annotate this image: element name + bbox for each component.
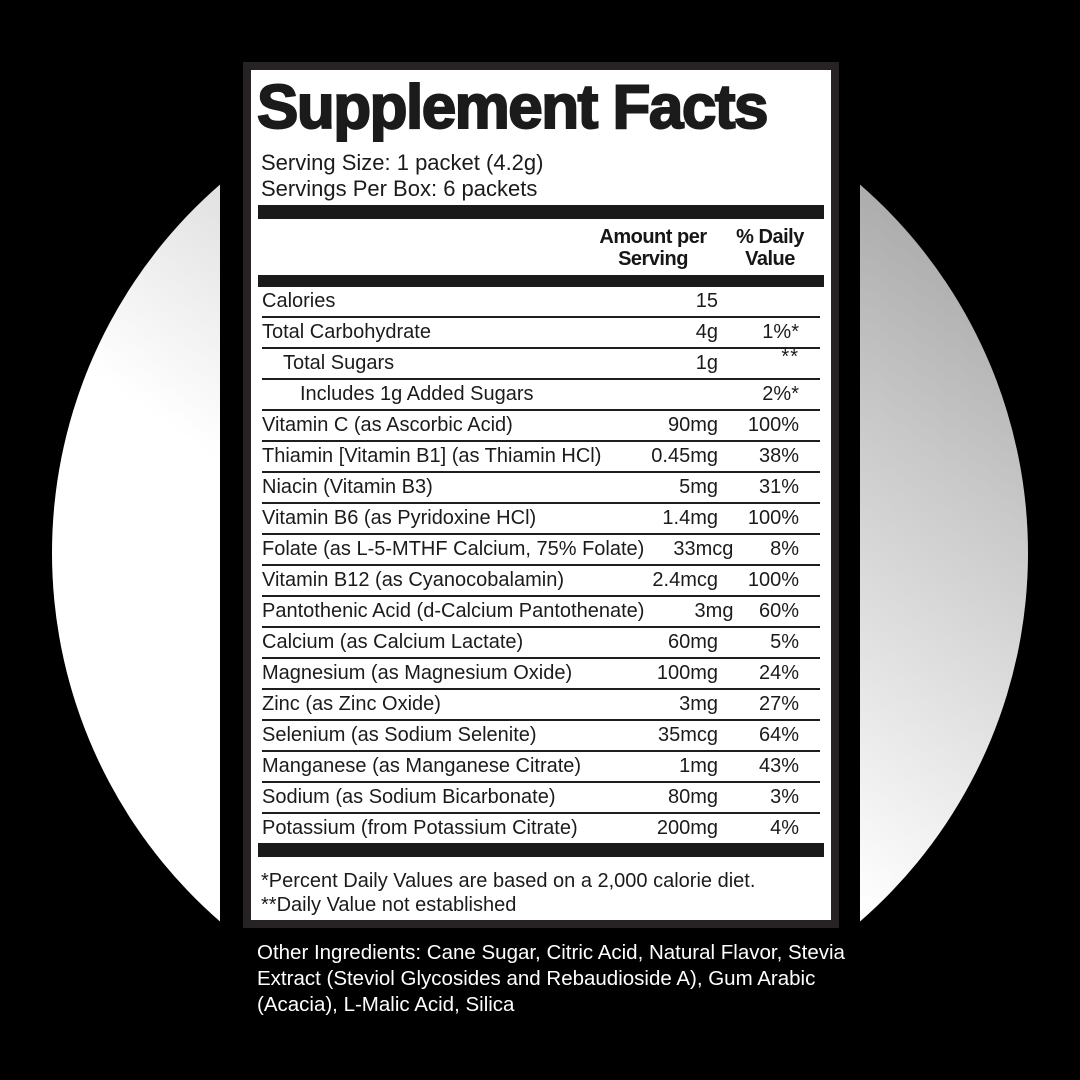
column-header-daily-value: % Daily Value — [736, 226, 804, 270]
nutrient-name: Calories — [262, 290, 336, 312]
nutrient-row: Potassium (from Potassium Citrate) 200mg 4… — [262, 814, 820, 843]
serving-size-text: Serving Size: 1 packet (4.2g) — [261, 150, 544, 175]
nutrient-row: Folate (as L-5-MTHF Calcium, 75% Folate)… — [262, 535, 820, 566]
nutrient-row: Zinc (as Zinc Oxide) 3mg 27% — [262, 690, 820, 721]
nutrient-amount: 35mcg — [657, 724, 718, 746]
nutrient-name: Vitamin B6 (as Pyridoxine HCl) — [262, 507, 537, 529]
nutrient-daily-value: 100% — [747, 569, 799, 591]
nutrient-daily-value: 27% — [758, 693, 799, 715]
nutrient-amount: 15 — [695, 290, 718, 312]
nutrient-name: Pantothenic Acid (d-Calcium Pantothenate… — [262, 600, 645, 622]
nutrient-row: Total Sugars 1g ** — [262, 346, 820, 380]
nutrient-amount: 1mg — [679, 755, 718, 777]
panel-title: Supplement Facts — [256, 73, 770, 142]
nutrient-name: Includes 1g Added Sugars — [300, 383, 534, 405]
nutrient-daily-value: 60% — [758, 600, 799, 622]
nutrient-name: Niacin (Vitamin B3) — [262, 476, 433, 498]
nutrient-amount: 80mg — [667, 786, 718, 808]
nutrient-daily-value: 24% — [758, 662, 799, 684]
nutrient-amount: 2.4mcg — [652, 569, 718, 591]
column-header-amount: Amount per Serving — [599, 226, 707, 270]
nutrient-name: Total Carbohydrate — [262, 321, 431, 343]
nutrient-daily-value: 31% — [758, 476, 799, 498]
nutrient-daily-value: 100% — [747, 414, 799, 436]
nutrient-amount: 100mg — [656, 662, 718, 684]
nutrient-amount: 200mg — [656, 817, 718, 839]
nutrient-name: Magnesium (as Magnesium Oxide) — [262, 662, 573, 684]
nutrient-row: Niacin (Vitamin B3) 5mg 31% — [262, 473, 820, 504]
footnote-not-established: **Daily Value not established — [261, 894, 517, 916]
nutrient-amount: 5mg — [679, 476, 718, 498]
nutrient-daily-value: 4% — [770, 817, 799, 839]
nutrient-row: Vitamin C (as Ascorbic Acid) 90mg 100% — [262, 411, 820, 442]
nutrient-daily-value: 1%* — [762, 321, 799, 343]
nutrient-name: Vitamin C (as Ascorbic Acid) — [262, 414, 513, 436]
nutrient-daily-value: 2%* — [762, 383, 799, 405]
nutrient-amount: 4g — [695, 321, 718, 343]
nutrient-row: Pantothenic Acid (d-Calcium Pantothenate… — [262, 597, 820, 628]
nutrient-row: Total Carbohydrate 4g 1%* — [262, 318, 820, 349]
nutrient-daily-value: ** — [781, 346, 799, 368]
nutrient-amount: 33mcg — [673, 538, 734, 560]
nutrient-name: Potassium (from Potassium Citrate) — [262, 817, 578, 839]
nutrient-amount: 60mg — [667, 631, 718, 653]
nutrient-name: Zinc (as Zinc Oxide) — [262, 693, 441, 715]
other-ingredients-text: Other Ingredients: Cane Sugar, Citric Ac… — [257, 941, 845, 1016]
nutrient-name: Calcium (as Calcium Lactate) — [262, 631, 524, 653]
nutrient-name: Total Sugars — [283, 352, 395, 374]
nutrient-amount: 1g — [695, 352, 718, 374]
nutrient-row: Includes 1g Added Sugars 2%* — [262, 380, 820, 411]
nutrient-row: Thiamin [Vitamin B1] (as Thiamin HCl) 0.4… — [262, 442, 820, 473]
nutrient-daily-value: 3% — [770, 786, 799, 808]
nutrient-amount: 90mg — [667, 414, 718, 436]
nutrient-row: Calories 15 — [262, 287, 820, 318]
nutrient-row: Magnesium (as Magnesium Oxide) 100mg 24% — [262, 659, 820, 690]
supplement-facts-panel: Supplement Facts Serving Size: 1 packet … — [243, 62, 839, 928]
footnote-daily-values: *Percent Daily Values are based on a 2,0… — [261, 870, 756, 892]
nutrient-amount: 0.45mg — [651, 445, 718, 467]
divider-bar-top — [258, 205, 824, 219]
nutrient-name: Selenium (as Sodium Selenite) — [262, 724, 537, 746]
nutrient-daily-value: 38% — [758, 445, 799, 467]
nutrient-row: Manganese (as Manganese Citrate) 1mg 43% — [262, 752, 820, 783]
nutrient-amount: 3mg — [694, 600, 734, 622]
servings-per-box-text: Servings Per Box: 6 packets — [261, 176, 538, 201]
nutrient-row: Sodium (as Sodium Bicarbonate) 80mg 3% — [262, 783, 820, 814]
nutrient-amount: 3mg — [679, 693, 718, 715]
nutrient-row: Calcium (as Calcium Lactate) 60mg 5% — [262, 628, 820, 659]
nutrient-name: Manganese (as Manganese Citrate) — [262, 755, 582, 777]
nutrient-name: Sodium (as Sodium Bicarbonate) — [262, 786, 556, 808]
divider-bar-bottom — [258, 843, 824, 857]
nutrient-amount: 1.4mg — [662, 507, 718, 529]
nutrient-daily-value: 5% — [770, 631, 799, 653]
nutrient-name: Folate (as L-5-MTHF Calcium, 75% Folate) — [262, 538, 645, 560]
nutrient-table: Calories 15 Total Carbohydrate 4g 1%* Total S… — [262, 287, 820, 843]
nutrient-daily-value: 64% — [758, 724, 799, 746]
footnotes: *Percent Daily Values are based on a 2,0… — [261, 869, 755, 917]
nutrient-daily-value: 8% — [770, 538, 799, 560]
nutrient-name: Thiamin [Vitamin B1] (as Thiamin HCl) — [262, 445, 602, 467]
nutrient-row: Vitamin B12 (as Cyanocobalamin) 2.4mcg 100… — [262, 566, 820, 597]
nutrient-row: Selenium (as Sodium Selenite) 35mcg 64% — [262, 721, 820, 752]
nutrient-row: Vitamin B6 (as Pyridoxine HCl) 1.4mg 100% — [262, 504, 820, 535]
divider-bar-header — [258, 275, 824, 287]
nutrient-daily-value: 100% — [747, 507, 799, 529]
nutrient-daily-value: 43% — [758, 755, 799, 777]
nutrient-name: Vitamin B12 (as Cyanocobalamin) — [262, 569, 565, 591]
